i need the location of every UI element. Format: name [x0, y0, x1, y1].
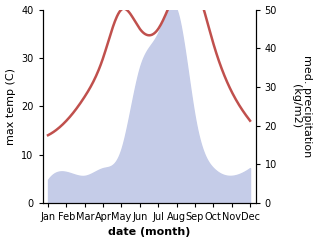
X-axis label: date (month): date (month)	[108, 227, 190, 237]
Y-axis label: med. precipitation
(kg/m2): med. precipitation (kg/m2)	[291, 55, 313, 157]
Y-axis label: max temp (C): max temp (C)	[5, 68, 16, 145]
